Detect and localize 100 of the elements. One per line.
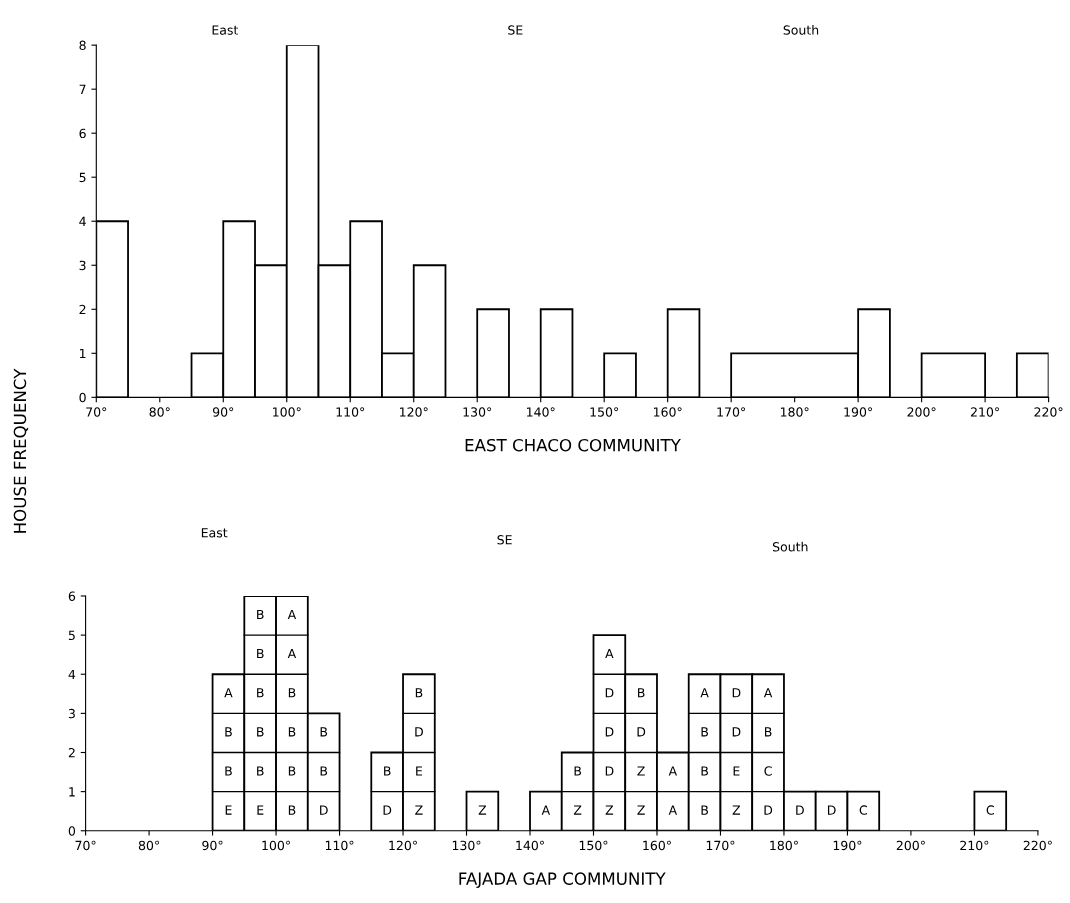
annotation: D <box>605 727 614 737</box>
annotation: Z <box>637 805 645 815</box>
x-tick-label: 120° <box>389 840 417 851</box>
y-tick-label: 3 <box>79 260 86 271</box>
y-tick-label: 0 <box>68 826 76 836</box>
x-tick-label: 130° <box>463 407 492 417</box>
y-tick-label: 8 <box>79 40 86 51</box>
y-tick-label: 5 <box>79 172 86 183</box>
annotation: B <box>225 766 232 776</box>
annotation: C <box>764 766 772 776</box>
x-tick-label: 70° <box>86 407 107 417</box>
y-tick-label: 6 <box>79 128 86 139</box>
x-tick-label: 200° <box>907 407 936 417</box>
x-axis-title: FAJADA GAP COMMUNITY <box>459 872 666 889</box>
x-tick-label: 200° <box>896 840 925 851</box>
annotation: A <box>668 766 678 776</box>
annotation: A <box>287 649 297 659</box>
x-tick-label: 150° <box>579 840 608 851</box>
annotation: B <box>574 766 582 776</box>
annotation: B <box>415 688 423 698</box>
annotation: E <box>416 766 423 776</box>
x-tick-label: 90° <box>202 840 223 851</box>
y-axis-title: HOUSE FREQUENCY <box>13 368 29 533</box>
annotation: A <box>224 688 233 698</box>
annotation: A <box>700 688 709 698</box>
annotation: B <box>257 727 264 737</box>
x-tick-label: 120° <box>400 407 428 417</box>
text: SE <box>497 535 512 545</box>
x-tick-label: 210° <box>970 407 999 417</box>
annotation: B <box>701 727 708 737</box>
x-tick-label: 110° <box>336 407 365 417</box>
annotation: C <box>986 805 994 815</box>
y-tick-label: 1 <box>69 787 75 797</box>
annotation: C <box>859 805 867 815</box>
annotation: Z <box>605 805 614 815</box>
annotation: Z <box>732 805 741 815</box>
annotation: B <box>288 727 296 737</box>
annotation: B <box>257 766 264 776</box>
x-tick-label: 80° <box>138 840 159 851</box>
annotation: B <box>765 727 772 737</box>
x-tick-label: 150° <box>590 407 619 417</box>
annotation: B <box>320 727 328 737</box>
x-tick-label: 90° <box>212 407 234 417</box>
x-tick-label: 170° <box>706 840 735 851</box>
annotation: D <box>415 727 423 737</box>
x-tick-label: 210° <box>960 840 989 851</box>
annotation: A <box>605 649 614 659</box>
y-tick-label: 5 <box>68 630 75 641</box>
annotation: D <box>732 727 741 737</box>
text: South <box>772 541 808 552</box>
annotation: Z <box>573 805 582 815</box>
annotation: B <box>320 766 328 776</box>
annotation: D <box>637 727 646 737</box>
annotation: B <box>701 766 708 776</box>
x-tick-label: 100° <box>273 407 301 417</box>
annotation: B <box>288 766 296 776</box>
text: East <box>201 528 228 538</box>
annotation: B <box>225 727 232 737</box>
annotation: B <box>384 766 391 776</box>
y-tick-label: 1 <box>80 348 86 359</box>
y-tick-label: 0 <box>79 392 86 403</box>
x-tick-label: 110° <box>325 840 354 851</box>
annotation: Z <box>637 766 645 776</box>
annotation: B <box>638 688 645 698</box>
annotation: B <box>257 688 264 698</box>
annotation: Z <box>478 805 487 815</box>
y-tick-label: 2 <box>79 304 86 315</box>
annotation: D <box>383 805 392 815</box>
x-tick-label: 220° <box>1023 840 1052 851</box>
x-tick-label: 220° <box>1034 407 1063 417</box>
x-tick-label: 190° <box>833 840 862 851</box>
x-axis-title: EAST CHACO COMMUNITY <box>465 438 681 452</box>
annotation: D <box>605 766 614 776</box>
x-tick-label: 70° <box>75 840 96 851</box>
annotation: A <box>668 805 678 815</box>
x-tick-label: 140° <box>516 840 544 851</box>
x-tick-label: 180° <box>770 840 798 851</box>
annotation: E <box>225 805 232 815</box>
annotation: Z <box>415 805 423 815</box>
x-tick-label: 160° <box>654 407 682 417</box>
annotation: A <box>287 609 297 619</box>
annotation: D <box>605 688 614 698</box>
x-tick-label: 170° <box>717 407 746 417</box>
annotation: A <box>763 688 773 698</box>
y-tick-label: 6 <box>68 591 76 601</box>
x-tick-label: 160° <box>643 840 671 851</box>
annotation: B <box>257 609 264 619</box>
annotation: D <box>320 805 328 815</box>
annotation: D <box>764 805 773 815</box>
y-tick-label: 2 <box>68 747 75 758</box>
annotation: A <box>541 805 551 815</box>
x-tick-label: 190° <box>844 407 872 417</box>
x-tick-label: 180° <box>780 407 809 417</box>
y-tick-label: 3 <box>68 708 75 719</box>
x-tick-label: 80° <box>149 407 170 417</box>
annotation: B <box>257 649 264 659</box>
text: SE <box>508 25 523 35</box>
annotation: E <box>257 805 264 815</box>
annotation: D <box>827 805 836 815</box>
text: East <box>212 25 239 35</box>
